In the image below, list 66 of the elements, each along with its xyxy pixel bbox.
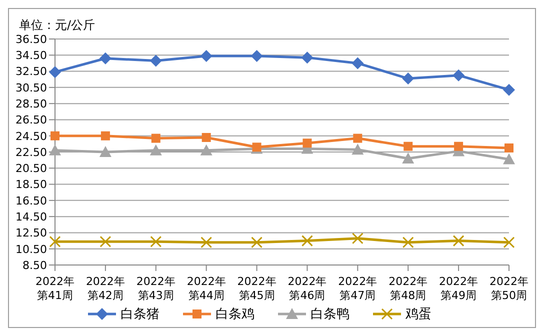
y-tick-label: 22.50	[16, 146, 47, 159]
legend-label: 白条鸡	[216, 306, 254, 323]
legend-label: 鸡蛋	[406, 306, 432, 323]
point	[352, 232, 364, 244]
point	[452, 69, 465, 82]
y-tick-label: 28.50	[16, 97, 47, 110]
y-tick-label: 10.50	[16, 242, 47, 256]
point	[504, 143, 514, 152]
point	[302, 138, 312, 148]
point	[200, 50, 212, 62]
x-tick-label: 2022年第50周	[488, 275, 530, 303]
x-tick-label: 2022年第45周	[236, 275, 278, 303]
point	[99, 52, 112, 64]
y-tick-label: 20.50	[16, 162, 47, 176]
y-tick-label: 8.50	[22, 258, 47, 272]
point	[150, 236, 162, 248]
point	[151, 134, 160, 143]
x-tick-label: 2022年第46周	[286, 275, 328, 303]
y-tick-label: 34.50	[16, 49, 47, 62]
point	[301, 52, 314, 64]
point	[150, 54, 162, 67]
legend-label: 白条猪	[120, 306, 160, 323]
point	[49, 144, 61, 156]
point	[100, 236, 112, 248]
x-tick-label: 2022年第44周	[186, 275, 227, 303]
point	[100, 131, 110, 140]
point	[202, 132, 211, 142]
point	[301, 235, 313, 247]
point	[200, 236, 212, 248]
point	[454, 142, 464, 151]
point	[49, 66, 61, 78]
y-tick-label: 24.50	[16, 130, 47, 143]
point	[352, 144, 364, 155]
y-tick-label: 36.50	[16, 32, 47, 46]
y-tick-label: 14.50	[16, 210, 47, 224]
x-tick-label: 2022年第49周	[438, 275, 480, 303]
point	[250, 50, 263, 62]
point	[251, 236, 263, 248]
point	[452, 235, 464, 247]
point	[402, 236, 414, 248]
point	[99, 146, 112, 157]
point	[200, 144, 212, 156]
y-axis-title: 单位：元/公斤	[19, 17, 96, 34]
y-tick-label: 26.50	[16, 114, 47, 127]
x-tick-label: 2022年第42周	[84, 275, 126, 303]
point	[503, 84, 515, 96]
point	[50, 131, 60, 140]
y-tick-label: 12.50	[16, 226, 47, 240]
x-tick-label: 2022年第47周	[337, 275, 378, 303]
y-tick-label: 18.50	[16, 178, 47, 192]
point	[402, 72, 414, 85]
x-tick-label: 2022年第43周	[135, 275, 176, 303]
y-tick-label: 16.50	[16, 194, 47, 208]
point	[503, 236, 515, 248]
x-tick-label: 2022年第48周	[388, 275, 429, 303]
point	[49, 236, 61, 248]
legend-label: 白条鸭	[310, 306, 350, 323]
point	[402, 152, 414, 164]
y-tick-label: 30.50	[16, 81, 47, 94]
point	[503, 153, 515, 164]
point	[352, 57, 364, 70]
point	[150, 144, 162, 156]
point	[353, 134, 362, 143]
y-tick-label: 32.50	[16, 65, 47, 78]
x-tick-label: 2022年第41周	[34, 275, 76, 303]
point	[404, 142, 413, 151]
